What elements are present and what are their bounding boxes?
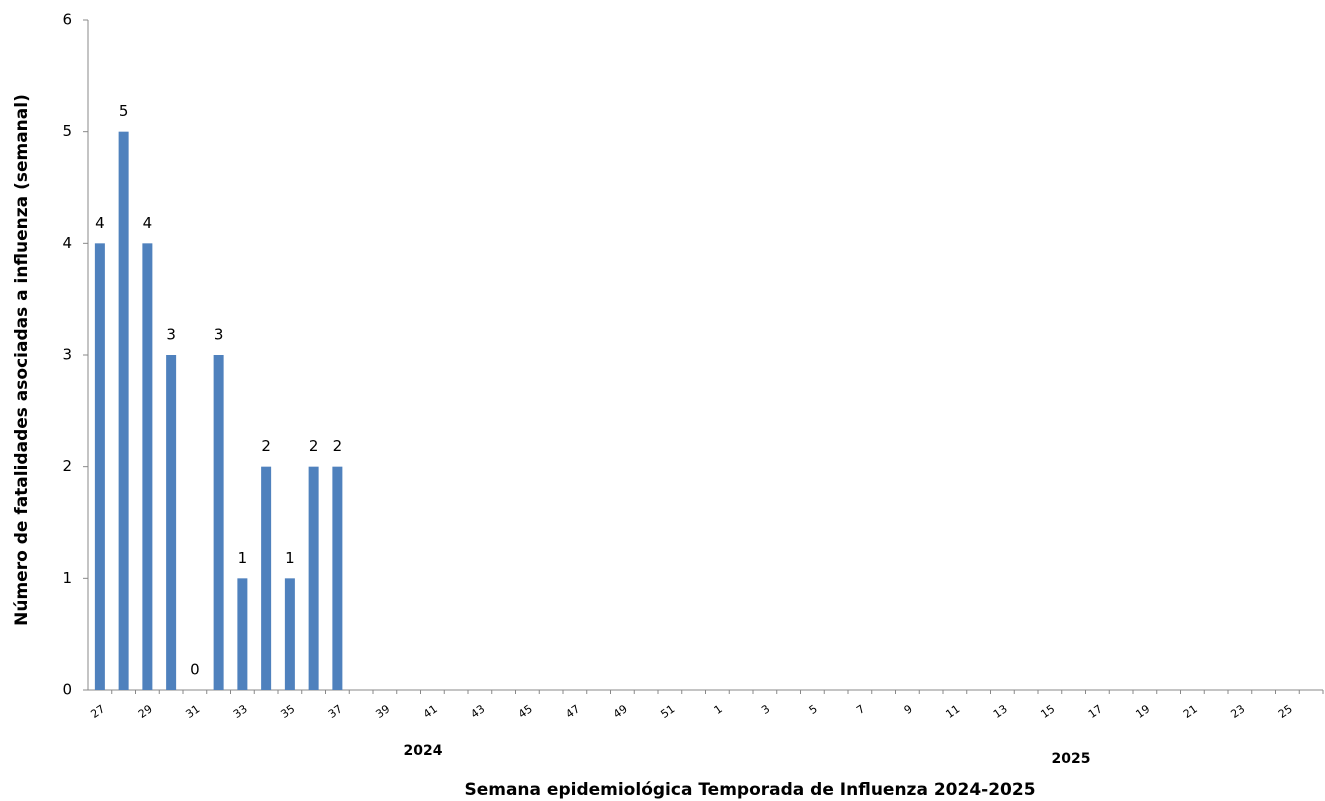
x-tick-label: 21 — [1181, 702, 1200, 721]
data-label: 1 — [285, 549, 295, 567]
bar — [166, 355, 177, 690]
bar — [332, 466, 343, 690]
y-tick-label: 1 — [62, 569, 72, 587]
data-label: 2 — [261, 437, 271, 455]
x-tick-label: 51 — [658, 702, 677, 721]
x-tick-label: 23 — [1228, 702, 1247, 721]
bar — [118, 131, 129, 690]
x-tick-label: 43 — [468, 702, 487, 721]
x-tick-label: 47 — [563, 702, 582, 721]
y-tick-label: 4 — [62, 234, 72, 252]
x-tick-label: 31 — [183, 702, 202, 721]
x-tick-label: 7 — [854, 702, 867, 717]
x-tick-label: 45 — [516, 702, 535, 721]
y-tick-label: 3 — [62, 346, 72, 364]
x-tick-label: 3 — [759, 702, 772, 717]
x-tick-label: 41 — [421, 702, 440, 721]
x-tick-label: 11 — [943, 702, 962, 721]
x-tick-label: 35 — [278, 702, 297, 721]
x-tick-label: 17 — [1086, 702, 1105, 721]
x-tick-label: 1 — [712, 702, 725, 717]
data-label: 5 — [119, 102, 129, 120]
y-tick-label: 2 — [62, 457, 72, 475]
x-tick-label: 27 — [88, 702, 107, 721]
x-tick-label: 49 — [611, 702, 630, 721]
bar — [308, 466, 319, 690]
year-label: 2025 — [1052, 751, 1091, 767]
x-tick-label: 5 — [807, 702, 820, 717]
x-tick-label: 15 — [1038, 702, 1057, 721]
year-label: 2024 — [404, 743, 443, 759]
x-tick-label: 37 — [326, 702, 345, 721]
data-label: 4 — [143, 214, 153, 232]
x-axis-title: Semana epidemiológica Temporada de Influ… — [464, 780, 1035, 800]
y-tick-label: 5 — [62, 122, 72, 140]
bar — [261, 466, 272, 690]
bar — [237, 578, 248, 690]
data-label: 1 — [238, 549, 248, 567]
data-label: 3 — [214, 326, 224, 344]
x-tick-label: 13 — [991, 702, 1010, 721]
x-tick-label: 19 — [1133, 702, 1152, 721]
x-tick-label: 25 — [1276, 702, 1295, 721]
x-tick-label: 39 — [373, 702, 392, 721]
x-tick-label: 29 — [136, 702, 155, 721]
bar — [213, 355, 224, 690]
data-label: 3 — [166, 326, 176, 344]
y-tick-label: 0 — [62, 681, 72, 699]
x-tick-label: 33 — [231, 702, 250, 721]
x-tick-label: 9 — [902, 702, 915, 717]
data-label: 4 — [95, 214, 105, 232]
y-axis-title: Número de fatalidades asociadas a influe… — [12, 94, 32, 626]
bar — [284, 578, 295, 690]
data-label: 2 — [309, 437, 319, 455]
data-label: 0 — [190, 661, 200, 679]
bar — [142, 243, 153, 691]
data-label: 2 — [333, 437, 343, 455]
bar — [94, 243, 105, 691]
y-tick-label: 6 — [62, 11, 72, 29]
